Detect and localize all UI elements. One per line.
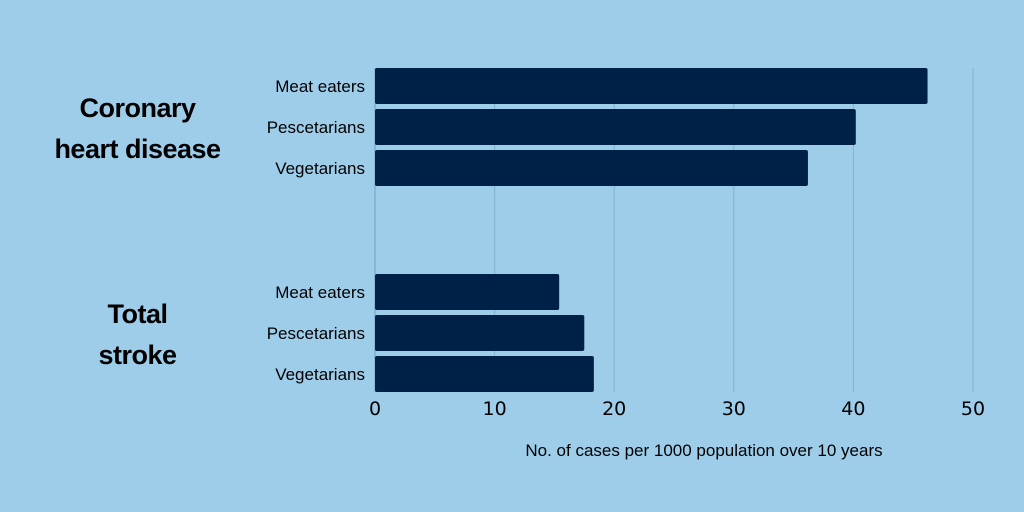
category-label: Vegetarians (275, 365, 365, 384)
x-tick-label: 0 (369, 398, 381, 420)
x-tick-label: 40 (841, 398, 865, 420)
group-label-line: stroke (98, 340, 177, 370)
bar (375, 109, 856, 145)
bar (375, 315, 585, 351)
bar (375, 274, 560, 310)
category-label: Pescetarians (267, 118, 365, 137)
category-label: Meat eaters (275, 77, 365, 96)
group-label-line: heart disease (54, 134, 221, 164)
group-label-line: Coronary (79, 93, 196, 123)
category-label: Meat eaters (275, 283, 365, 302)
category-label: Vegetarians (275, 159, 365, 178)
x-tick-label: 20 (602, 398, 626, 420)
group-label-coronary-heart-disease: Coronary heart disease (30, 88, 245, 170)
bar (375, 68, 928, 104)
group-label-total-stroke: Total stroke (30, 294, 245, 376)
x-tick-label: 50 (961, 398, 985, 420)
category-label: Pescetarians (267, 324, 365, 343)
x-tick-label: 10 (483, 398, 507, 420)
x-axis-label: No. of cases per 1000 population over 10… (525, 441, 882, 460)
bar (375, 150, 808, 186)
x-tick-label: 30 (722, 398, 746, 420)
group-label-line: Total (107, 299, 169, 329)
bar (375, 356, 594, 392)
